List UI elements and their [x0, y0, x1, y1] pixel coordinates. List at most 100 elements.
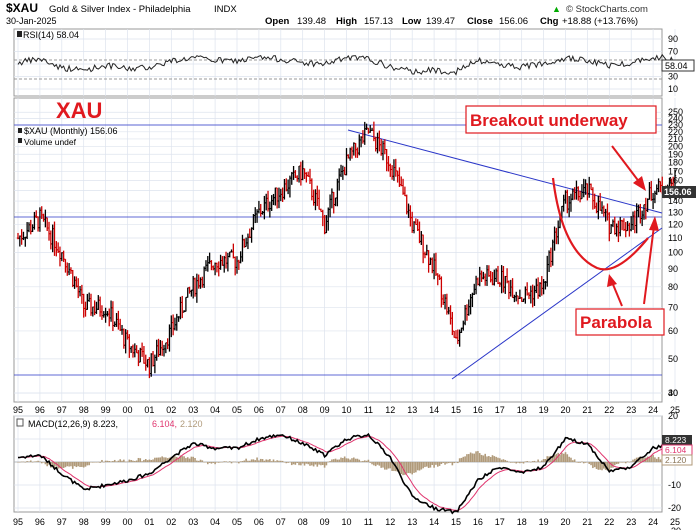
macd-hist-bar: [550, 455, 552, 462]
price-tick-label: 190: [668, 149, 683, 159]
macd-hist-bar: [597, 462, 600, 470]
x-axis-price: 95 96 97 98 99 00 01 02 03 04 05 06 07 08 09 10 11 12 13 14…: [13, 405, 680, 415]
macd-hist-bar: [272, 459, 275, 462]
macd-hist-bar: [407, 462, 410, 473]
macd-hist-bar: [301, 462, 304, 464]
macd-hist-bar: [433, 462, 435, 468]
macd-hist-bar: [599, 462, 601, 470]
macd-tick-label: 20: [668, 411, 678, 421]
macd-hist-bar: [298, 462, 300, 466]
open-value: 139.48: [297, 16, 326, 27]
macd-hist-bar: [561, 452, 563, 462]
macd-hist-bar: [17, 462, 19, 463]
macd-hist-bar: [280, 460, 282, 462]
x-tick-label: 23: [626, 517, 636, 527]
last-price-tag-text: 156.06: [664, 187, 692, 197]
macd-hist-bar: [300, 462, 302, 466]
macd-hist-bar: [531, 461, 534, 462]
breakout-arrow: [611, 145, 646, 191]
macd-hist-bar: [325, 462, 328, 466]
macd-hist-bar: [44, 462, 47, 465]
macd-hist-bar: [104, 460, 107, 462]
macd-hist-bar: [522, 462, 525, 464]
x-tick-label: 01: [144, 405, 154, 415]
macd-hist-bar: [582, 462, 585, 464]
macd-hist-bar: [380, 462, 382, 468]
x-tick-label: 14: [429, 517, 439, 527]
macd-hist-bar: [227, 462, 229, 463]
x-tick-label: 08: [298, 405, 308, 415]
macd-hist-bar: [62, 462, 65, 469]
x-axis-macd: 95 96 97 98 99 00 01 02 03 04 05 06 07 08 09 10 11 12 13 14…: [13, 517, 680, 527]
macd-hist-bar: [281, 460, 284, 462]
macd-hist-bar: [347, 458, 350, 462]
macd-hist-bar: [493, 456, 496, 462]
macd-hist-bar: [553, 455, 556, 462]
x-tick-label: 99: [101, 517, 111, 527]
x-tick-label: 17: [495, 405, 505, 415]
macd-hist-bar: [112, 461, 114, 462]
macd-hist-bar: [287, 462, 289, 463]
macd-hist-bar: [338, 459, 340, 462]
price-tick-label: 140: [668, 196, 683, 206]
high-value: 157.13: [364, 16, 393, 27]
macd-hist-bar: [19, 462, 21, 463]
macd-hist-bar: [236, 461, 238, 463]
macd-hist-bar: [181, 456, 184, 462]
macd-hist-bar: [115, 461, 118, 462]
macd-hist-bar: [497, 457, 499, 462]
macd-hist-bar: [654, 457, 656, 462]
macd-hist-bar: [488, 456, 490, 462]
macd-hist-bar: [24, 462, 27, 463]
macd-hist-bar: [256, 457, 258, 462]
macd-hist-bar: [606, 462, 609, 471]
macd-hist-bar: [511, 462, 514, 463]
macd-hist-bar: [201, 460, 204, 462]
macd-hist-bar: [542, 459, 545, 462]
macd-hist-bar: [362, 460, 364, 462]
macd-tag-signal-text: 6.104: [665, 445, 687, 455]
x-tick-label: 20: [560, 405, 570, 415]
x-tick-label: 00: [122, 405, 132, 415]
volume-legend: Volume undef: [24, 137, 77, 147]
macd-hist-bar: [194, 457, 196, 462]
macd-hist-bar: [360, 461, 362, 462]
x-tick-label: 13: [407, 405, 417, 415]
x-tick-label: 13: [407, 517, 417, 527]
macd-hist-bar: [73, 462, 76, 467]
macd-hist-bar: [329, 461, 331, 462]
header-date: 30-Jan-2025: [6, 16, 57, 26]
macd-hist-bar: [559, 455, 561, 462]
macd-hist-bar: [75, 462, 78, 468]
macd-hist-bar: [635, 457, 638, 462]
macd-hist-bar: [502, 459, 505, 462]
macd-hist-bar: [451, 462, 454, 466]
macd-hist-bar: [241, 461, 244, 462]
x-tick-label: 12: [385, 517, 395, 527]
macd-hist-bar: [356, 458, 359, 462]
macd-hist-bar: [491, 455, 494, 462]
macd-hist-bar: [134, 461, 136, 462]
macd-hist-bar: [285, 462, 288, 464]
macd-hist-bar: [533, 460, 536, 462]
macd-hist-bar: [117, 460, 120, 462]
macd-hist-bar: [464, 456, 466, 462]
close-label: Close: [467, 16, 493, 27]
macd-hist-bar: [568, 456, 570, 462]
macd-hist-bar: [632, 459, 634, 462]
macd-hist-bar: [51, 462, 54, 467]
macd-hist-bar: [371, 462, 373, 465]
macd-hist-bar: [455, 462, 457, 463]
macd-hist-bar: [20, 461, 23, 463]
macd-hist-bar: [601, 462, 603, 471]
macd-hist-bar: [473, 453, 476, 462]
rsi-grid: [14, 38, 662, 90]
chg-label: Chg: [540, 16, 559, 27]
macd-hist-bar: [592, 462, 594, 469]
macd-hist-bar: [254, 460, 257, 462]
macd-hist-bar: [177, 458, 180, 462]
macd-hist-bar: [482, 455, 485, 462]
macd-hist-bar: [261, 459, 264, 462]
macd-label-signal: 6.104,: [152, 419, 177, 429]
x-tick-label: 19: [539, 517, 549, 527]
